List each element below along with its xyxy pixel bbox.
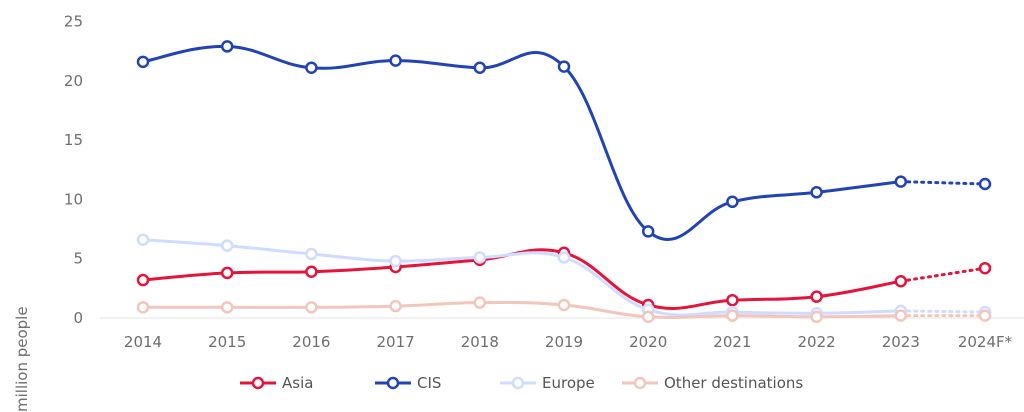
data-point-other-destinations xyxy=(473,296,487,309)
legend: Asia CIS Europe Other destinations xyxy=(240,374,803,392)
legend-swatch-marker xyxy=(511,376,525,390)
x-tick-label: 2019 xyxy=(545,333,583,351)
x-tick-label: 2018 xyxy=(461,333,499,351)
data-point-asia xyxy=(894,274,908,288)
series-layer xyxy=(136,40,992,324)
data-point-other-destinations xyxy=(810,310,823,324)
x-tick-label: 2021 xyxy=(713,333,751,351)
data-point-cis xyxy=(641,225,655,238)
data-point-europe xyxy=(136,233,150,246)
series-forecast-line-cis xyxy=(899,180,987,186)
data-point-europe xyxy=(220,239,234,252)
legend-label: Other destinations xyxy=(664,374,803,392)
series-line-other-destinations xyxy=(141,300,903,319)
series-line-asia xyxy=(141,248,903,310)
data-point-asia xyxy=(978,261,992,275)
data-point-other-destinations xyxy=(978,309,992,322)
data-point-other-destinations xyxy=(220,301,234,314)
data-point-asia xyxy=(726,293,739,307)
y-tick-label: 20 xyxy=(64,72,83,90)
x-tick-label: 2014 xyxy=(124,333,162,351)
x-tick-label: 2020 xyxy=(629,333,667,351)
legend-swatch-marker xyxy=(251,376,265,390)
data-point-other-destinations xyxy=(726,309,739,322)
y-tick-label: 0 xyxy=(73,309,83,327)
data-point-cis xyxy=(389,54,402,67)
legend-item-europe[interactable]: Europe xyxy=(500,374,595,392)
data-point-europe xyxy=(389,254,402,268)
x-tick-label: 2024F* xyxy=(958,333,1013,351)
legend-label: CIS xyxy=(417,374,441,392)
y-axis-label: million people xyxy=(13,306,31,412)
legend-item-other-destinations[interactable]: Other destinations xyxy=(622,374,803,392)
data-point-other-destinations xyxy=(894,309,908,322)
y-tick-labels: 0 5 10 15 20 25 xyxy=(64,13,83,328)
data-point-europe xyxy=(305,247,318,261)
data-point-other-destinations xyxy=(136,301,150,314)
data-point-other-destinations xyxy=(389,299,402,313)
legend-swatch-marker xyxy=(386,376,400,390)
x-tick-label: 2016 xyxy=(292,333,330,351)
series-cis xyxy=(136,40,992,241)
data-point-asia xyxy=(220,266,234,280)
series-forecast-line-europe xyxy=(899,309,987,314)
data-point-cis xyxy=(894,175,908,188)
data-point-cis xyxy=(473,61,487,75)
y-tick-label: 15 xyxy=(64,131,83,149)
data-point-asia xyxy=(305,265,318,278)
data-point-cis xyxy=(557,60,571,73)
data-point-cis xyxy=(136,55,150,69)
x-tick-label: 2023 xyxy=(882,333,920,351)
data-point-asia xyxy=(810,290,823,303)
series-forecast-line-asia xyxy=(899,266,987,283)
legend-item-asia[interactable]: Asia xyxy=(240,374,313,392)
data-point-other-destinations xyxy=(305,301,318,314)
data-point-asia xyxy=(136,273,150,287)
data-point-cis xyxy=(726,195,739,209)
x-tick-label: 2017 xyxy=(377,333,415,351)
x-tick-label: 2022 xyxy=(798,333,836,351)
data-point-cis xyxy=(220,40,234,53)
series-line-cis xyxy=(141,44,903,241)
data-point-europe xyxy=(557,251,571,264)
x-tick-label: 2015 xyxy=(208,333,246,351)
data-point-other-destinations xyxy=(641,310,655,324)
legend-label: Europe xyxy=(542,374,595,392)
y-tick-label: 25 xyxy=(64,13,83,31)
series-other-destinations xyxy=(136,296,992,324)
legend-swatch-marker xyxy=(633,376,647,390)
y-tick-label: 5 xyxy=(73,250,83,268)
x-tick-labels: 2014 2015 2016 2017 2018 2019 2020 2021 2022 2023… xyxy=(124,333,1013,351)
legend-item-cis[interactable]: CIS xyxy=(375,374,441,392)
data-point-europe xyxy=(473,251,487,264)
series-line-europe xyxy=(141,238,903,317)
data-point-cis xyxy=(978,177,992,191)
data-point-other-destinations xyxy=(557,298,571,312)
y-tick-label: 10 xyxy=(64,190,83,208)
data-point-cis xyxy=(810,186,823,199)
data-point-cis xyxy=(305,61,318,75)
legend-label: Asia xyxy=(282,374,313,392)
